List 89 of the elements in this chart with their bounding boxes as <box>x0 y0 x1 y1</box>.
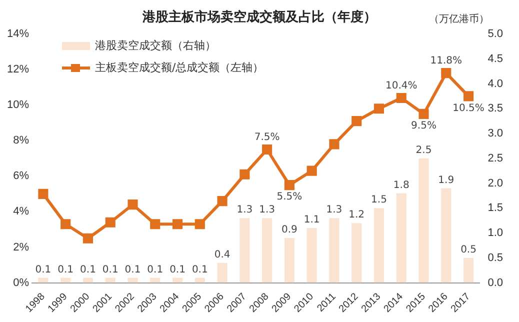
data-label: 9.5% <box>411 120 436 132</box>
bar <box>441 188 452 283</box>
y2-tick-label: 2.0 <box>488 177 504 190</box>
data-label: 10.5% <box>452 102 484 114</box>
data-label: 0.1 <box>147 264 164 276</box>
data-label: 2.5 <box>416 144 432 156</box>
bar <box>329 218 340 283</box>
data-label: 0.9 <box>281 224 298 236</box>
y2-axis-title: （万亿港币） <box>429 12 489 26</box>
bar <box>172 278 183 283</box>
point <box>284 180 294 190</box>
y-tick-label: 10% <box>6 99 30 112</box>
point <box>329 139 340 150</box>
y-tick-label: 6% <box>13 170 30 182</box>
data-label: 1.3 <box>326 204 342 216</box>
point <box>352 116 362 126</box>
point <box>306 166 317 176</box>
bar <box>284 238 294 283</box>
bar <box>38 278 48 283</box>
point <box>82 233 94 244</box>
y2-tick-label: 4.5 <box>488 52 504 65</box>
data-label: 10.4% <box>385 80 418 92</box>
bar <box>240 218 250 283</box>
data-label: 1.9 <box>438 174 454 186</box>
point <box>441 68 452 78</box>
bar <box>306 228 317 283</box>
y2-tick-label: 3.5 <box>488 102 504 115</box>
y-tick-label: 4% <box>13 206 30 218</box>
legend-label: 港股卖空成交额（右轴） <box>95 38 216 52</box>
chart-title: 港股主板市场卖空成交额及占比（年度） <box>142 10 376 25</box>
data-label: 0.5 <box>460 244 476 256</box>
data-label: 0.1 <box>80 264 96 276</box>
data-label: 0.1 <box>35 264 52 276</box>
y2-tick-label: 1.0 <box>488 227 504 240</box>
point <box>463 91 474 102</box>
bar <box>82 278 94 283</box>
y2-tick-label: 5.0 <box>488 28 504 40</box>
bar <box>150 278 160 283</box>
point <box>60 219 71 230</box>
y2-tick-label: 1.5 <box>488 202 504 214</box>
y2-tick-label: 4.0 <box>488 78 504 90</box>
point <box>38 188 48 199</box>
bar <box>128 278 138 283</box>
data-label: 11.8% <box>430 56 462 67</box>
y-tick-label: 2% <box>13 241 30 254</box>
data-label: 1.3 <box>259 204 276 216</box>
point <box>240 169 250 180</box>
point <box>194 219 205 230</box>
bar <box>352 223 362 283</box>
data-label: 1.3 <box>236 204 253 216</box>
y-tick-label: 12% <box>6 64 30 76</box>
bar <box>463 258 474 283</box>
data-label: 0.1 <box>102 264 118 276</box>
y-tick-label: 14% <box>6 28 30 40</box>
point <box>418 108 429 119</box>
bar <box>396 193 406 283</box>
data-label: 1.1 <box>304 214 320 226</box>
data-label: 1.5 <box>371 194 387 206</box>
data-label: 1.8 <box>393 180 410 191</box>
data-label: 0.1 <box>170 264 186 276</box>
y2-tick-label: 2.5 <box>488 152 504 164</box>
point <box>172 219 183 230</box>
bar <box>418 158 429 283</box>
point <box>128 200 138 210</box>
point <box>217 196 228 206</box>
data-label: 0.1 <box>124 264 141 276</box>
data-label: 1.2 <box>348 210 365 221</box>
data-label: 5.5% <box>276 192 302 203</box>
point <box>374 104 384 114</box>
y-tick-label: 0% <box>13 276 30 289</box>
y2-tick-label: 3.0 <box>488 128 504 140</box>
point <box>150 219 160 230</box>
y2-tick-label: 0.0 <box>488 276 504 289</box>
data-label: 0.4 <box>214 249 230 260</box>
y-tick-label: 8% <box>13 134 30 147</box>
data-label: 7.5% <box>254 132 280 144</box>
y2-tick-label: 0.5 <box>488 252 504 264</box>
data-label: 0.1 <box>192 264 208 276</box>
bar <box>194 278 205 283</box>
legend-label: 主板卖空成交额/总成交额（左轴） <box>95 60 264 74</box>
bar <box>374 208 384 283</box>
bar <box>217 262 228 283</box>
bar <box>262 218 272 283</box>
point <box>105 217 116 228</box>
bar <box>105 278 116 283</box>
point <box>396 92 406 104</box>
data-label: 0.1 <box>58 264 74 276</box>
bar <box>60 278 71 283</box>
point <box>262 144 272 155</box>
